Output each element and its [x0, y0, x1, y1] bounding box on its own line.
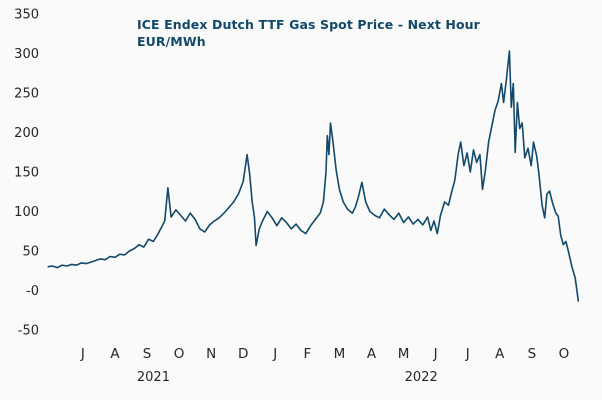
x-axis-month-label: N	[206, 346, 216, 362]
x-axis-month-label: O	[559, 346, 570, 362]
chart-title: ICE Endex Dutch TTF Gas Spot Price - Nex…	[137, 16, 480, 50]
x-axis-month-label: S	[528, 346, 537, 362]
x-axis-month-label: J	[433, 346, 438, 362]
y-axis-tick-label: 250	[14, 87, 39, 102]
y-axis-tick-label: 100	[14, 205, 39, 220]
price-line-series	[47, 50, 580, 302]
y-axis-tick-label: 50	[22, 245, 39, 260]
x-axis-month-label: M	[398, 346, 410, 362]
y-axis-tick-label: 200	[14, 126, 39, 141]
y-axis-tick-label: 300	[14, 47, 39, 62]
y-axis-tick-label: 350	[14, 8, 39, 23]
x-axis-month-label: A	[110, 346, 120, 362]
x-axis-month-label: A	[495, 346, 505, 362]
chart-title-line2: EUR/MWh	[137, 34, 206, 49]
x-axis-month-label: M	[334, 346, 346, 362]
x-axis-year-label: 2021	[137, 370, 170, 385]
x-axis-month-label: D	[238, 346, 248, 362]
x-axis-month-label: J	[465, 346, 470, 362]
x-axis-month-label: S	[143, 346, 152, 362]
x-axis-month-label: J	[272, 346, 277, 362]
y-axis-tick-label: -0	[26, 284, 39, 299]
x-axis-month-label: O	[174, 346, 185, 362]
y-axis-tick-label: -50	[18, 324, 39, 339]
x-axis-month-label: F	[303, 346, 311, 362]
chart-title-line1: ICE Endex Dutch TTF Gas Spot Price - Nex…	[137, 17, 480, 32]
x-axis-month-label: A	[367, 346, 377, 362]
y-axis-tick-label: 150	[14, 166, 39, 181]
x-axis-month-label: J	[80, 346, 85, 362]
x-axis-year-label: 2022	[405, 370, 438, 385]
